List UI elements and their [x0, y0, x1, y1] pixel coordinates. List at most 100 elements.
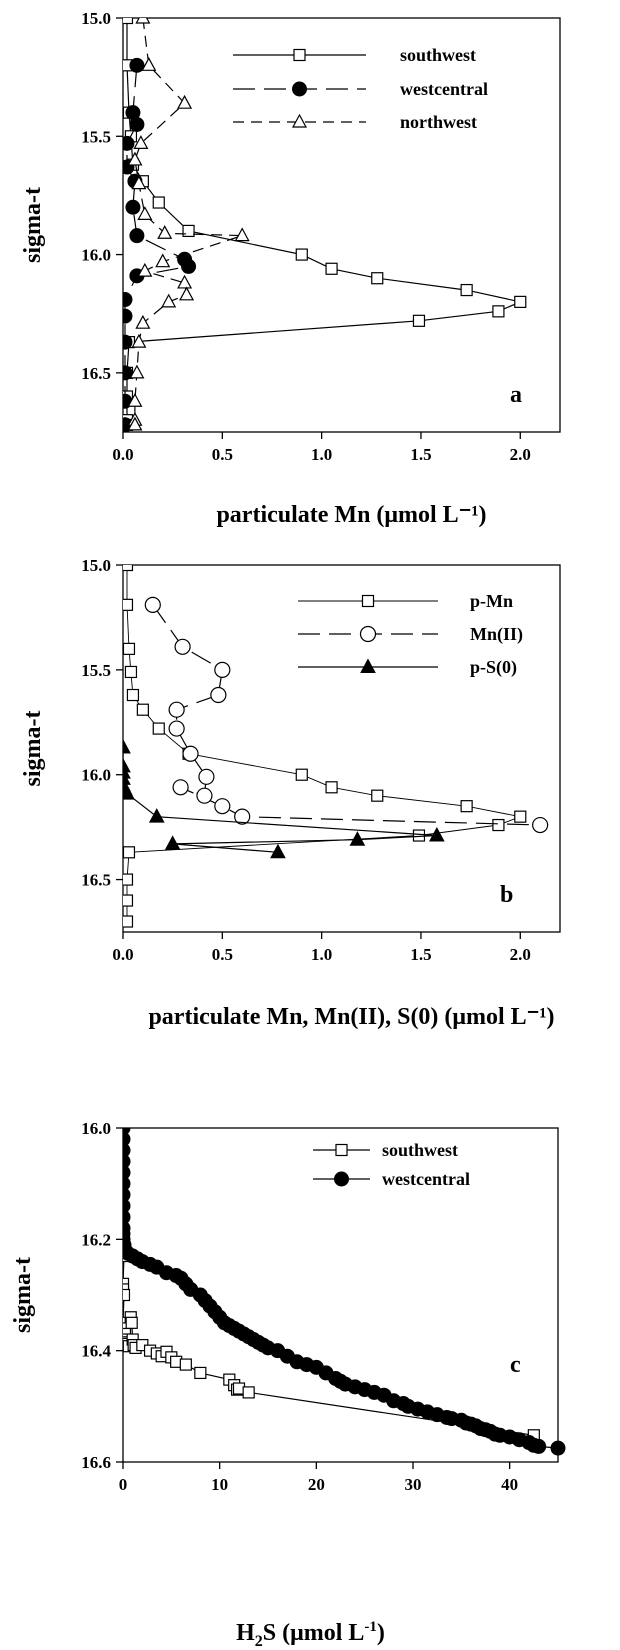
- plot-frame: [122, 17, 561, 433]
- data-point: [234, 227, 250, 242]
- data-point: [129, 364, 145, 379]
- legend-label: southwest: [382, 1140, 458, 1160]
- data-point: [177, 94, 193, 109]
- data-layer: [123, 1128, 566, 1456]
- x-axis-title-superscript: -1: [364, 1619, 377, 1635]
- data-point: [144, 596, 161, 613]
- y-tick-label: 16.5: [81, 871, 111, 890]
- data-point: [123, 18, 134, 25]
- data-point: [125, 1316, 138, 1329]
- data-point: [137, 262, 153, 277]
- legend-label: southwest: [400, 45, 476, 65]
- data-point: [131, 333, 147, 348]
- legend-marker: [359, 625, 377, 643]
- legend-marker: [293, 48, 306, 62]
- data-layer: [123, 18, 527, 432]
- legend-marker: [361, 594, 375, 608]
- y-axis-title: sigma-t: [20, 187, 46, 263]
- x-tick-label: 0.0: [112, 945, 133, 964]
- data-point: [152, 196, 165, 209]
- data-point: [177, 274, 193, 289]
- panel-letter: c: [510, 1352, 521, 1378]
- data-point: [174, 638, 191, 655]
- panel-letter: b: [500, 882, 513, 908]
- x-tick-label: 2.0: [510, 945, 531, 964]
- data-point: [137, 206, 153, 220]
- legend-label: northwest: [400, 112, 477, 132]
- data-point: [179, 286, 195, 301]
- data-point: [325, 262, 338, 275]
- data-point: [168, 701, 185, 718]
- x-tick-label: 1.5: [410, 945, 431, 964]
- legend-label: westcentral: [400, 79, 488, 99]
- x-axis-title-part: S (μmol L: [263, 1620, 365, 1646]
- data-point: [242, 1386, 255, 1399]
- x-axis-title: H2S (μmol L-1): [236, 1619, 385, 1650]
- data-point: [123, 1131, 131, 1147]
- data-point: [123, 915, 134, 928]
- data-point: [214, 661, 231, 678]
- data-point: [182, 224, 195, 238]
- data-point: [127, 151, 143, 166]
- data-point: [123, 1187, 131, 1203]
- x-tick-label: 10: [211, 1475, 228, 1494]
- data-point: [148, 808, 165, 823]
- data-point: [194, 1366, 207, 1380]
- data-point: [214, 798, 231, 815]
- legend-label: p-Mn: [470, 591, 513, 611]
- legend-marker: [335, 1143, 348, 1157]
- x-tick-label: 1.0: [311, 445, 332, 464]
- y-tick-label: 16.0: [81, 1119, 111, 1138]
- y-tick-label: 16.5: [81, 364, 111, 383]
- data-point: [123, 738, 131, 754]
- data-point: [429, 826, 445, 842]
- data-point: [198, 768, 215, 785]
- data-point: [124, 665, 138, 679]
- data-point: [123, 565, 134, 572]
- data-point: [136, 703, 149, 716]
- data-point: [133, 135, 149, 149]
- data-point: [550, 1440, 566, 1456]
- data-point: [123, 1165, 131, 1181]
- y-tick-label: 15.0: [81, 9, 111, 28]
- data-point: [295, 248, 308, 261]
- data-point: [123, 785, 135, 800]
- data-point: [152, 722, 165, 735]
- data-point: [492, 305, 505, 318]
- data-point: [123, 365, 133, 381]
- data-point: [514, 810, 527, 823]
- y-tick-label: 16.4: [81, 1342, 111, 1361]
- data-point: [179, 1358, 192, 1371]
- data-point: [492, 818, 505, 832]
- x-tick-label: 40: [501, 1475, 518, 1494]
- x-axis-title: particulate Mn, Mn(II), S(0) (μmol L⁻¹): [148, 1004, 554, 1030]
- data-point: [129, 57, 145, 73]
- x-tick-label: 0.5: [212, 445, 233, 464]
- data-point: [123, 292, 133, 308]
- x-tick-label: 1.0: [311, 945, 332, 964]
- data-point: [127, 392, 143, 407]
- data-point: [182, 745, 199, 762]
- series-line-southwest: [123, 1239, 534, 1436]
- data-point: [141, 57, 157, 71]
- legend-marker: [360, 658, 376, 673]
- legend-marker: [334, 1171, 349, 1187]
- data-point: [125, 199, 141, 215]
- data-point: [531, 1438, 547, 1454]
- x-tick-label: 20: [308, 1475, 325, 1494]
- data-point: [349, 831, 366, 846]
- x-tick-label: 1.5: [410, 445, 431, 464]
- x-tick-label: 0: [119, 1475, 128, 1494]
- y-tick-label: 16.6: [81, 1453, 111, 1472]
- data-point: [129, 228, 145, 244]
- data-point: [196, 787, 213, 804]
- data-point: [135, 314, 151, 329]
- y-tick-label: 15.0: [81, 556, 111, 575]
- data-point: [460, 283, 473, 297]
- series-line-p-s-0-: [123, 747, 437, 853]
- data-point: [270, 843, 286, 859]
- x-axis-title: particulate Mn (μmol L⁻¹): [216, 502, 486, 528]
- data-point: [123, 334, 133, 350]
- legend-label: westcentral: [382, 1169, 470, 1189]
- data-point: [164, 835, 181, 850]
